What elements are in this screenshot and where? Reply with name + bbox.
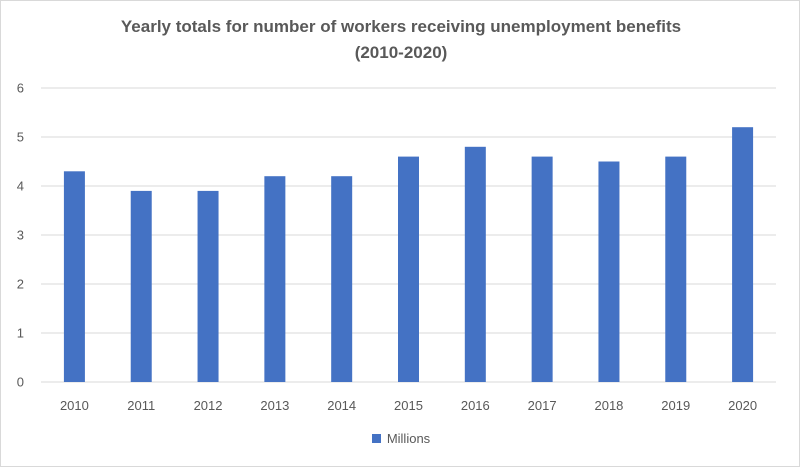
x-tick-label: 2020 xyxy=(728,398,757,413)
x-tick-label: 2011 xyxy=(127,398,155,413)
y-tick-label: 2 xyxy=(17,277,24,292)
y-axis: 0 1 2 3 4 5 6 xyxy=(17,81,24,390)
bar xyxy=(665,156,687,382)
x-tick-label: 2019 xyxy=(661,398,690,413)
y-tick-label: 6 xyxy=(17,81,24,96)
bar xyxy=(398,156,419,382)
x-tick-label: 2015 xyxy=(394,398,423,413)
bar xyxy=(63,171,85,382)
y-tick-label: 1 xyxy=(17,326,24,341)
bar xyxy=(464,146,486,382)
legend: Millions xyxy=(1,431,800,446)
x-tick-label: 2016 xyxy=(461,398,490,413)
bars xyxy=(63,127,754,382)
x-tick-label: 2017 xyxy=(528,398,557,413)
y-tick-label: 3 xyxy=(17,228,24,243)
y-tick-label: 4 xyxy=(17,179,24,194)
chart-title: Yearly totals for number of workers rece… xyxy=(120,17,682,36)
bar xyxy=(264,176,286,382)
x-tick-label: 2014 xyxy=(327,398,356,413)
bar xyxy=(531,156,553,382)
bar xyxy=(732,127,754,382)
bar xyxy=(598,161,620,382)
bar xyxy=(197,190,219,382)
x-tick-label: 2012 xyxy=(194,398,223,413)
legend-label: Millions xyxy=(386,431,431,446)
bar xyxy=(331,176,353,382)
bar xyxy=(130,190,152,382)
y-tick-label: 0 xyxy=(17,375,24,390)
chart-subtitle: (2010-2020) xyxy=(354,43,448,62)
x-tick-label: 2010 xyxy=(60,398,89,413)
x-tick-label: 2018 xyxy=(594,398,623,413)
legend-swatch xyxy=(371,434,381,443)
x-tick-label: 2013 xyxy=(260,398,289,413)
gridlines xyxy=(41,87,776,383)
y-tick-label: 5 xyxy=(17,130,24,145)
x-axis: 2010 2011 2012 2013 2014 2015 2016 2017 2018 2019… xyxy=(60,398,757,413)
